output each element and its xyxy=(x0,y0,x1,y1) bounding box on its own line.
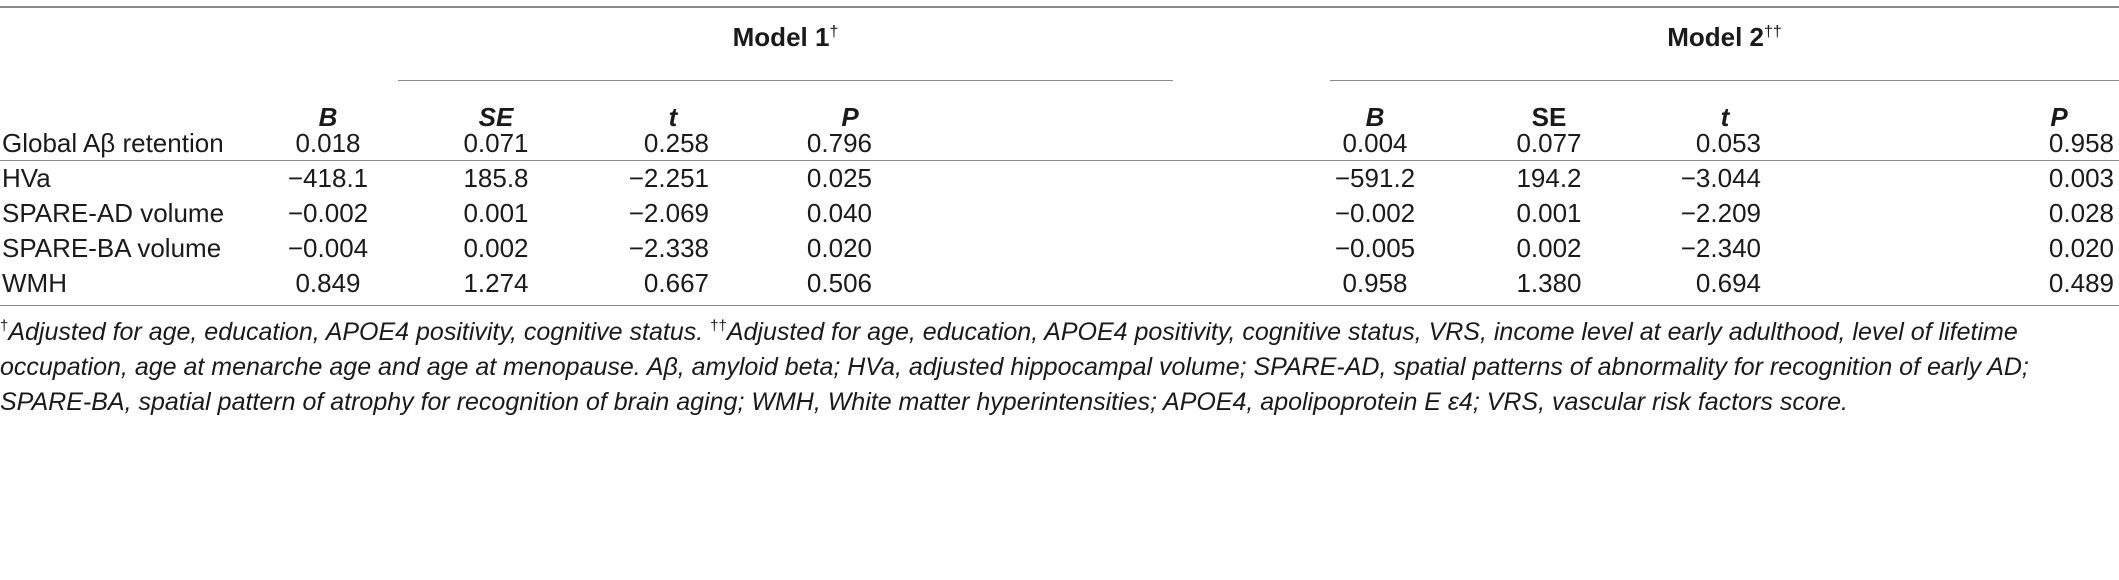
table-top-rule xyxy=(0,6,2119,8)
cell-m1-p: 0.020 xyxy=(806,233,872,263)
cell-m1-b: −418.1 xyxy=(287,163,369,193)
cell-m2-t: −3.044 xyxy=(1680,163,1761,193)
cell-m1-b: −0.002 xyxy=(287,198,369,228)
cell-m1-se: 1.274 xyxy=(463,268,529,298)
cell-m1-p: 0.796 xyxy=(806,128,872,158)
header-bottom-rule xyxy=(0,160,2119,161)
col-header-m1-se: SE xyxy=(478,102,514,132)
cell-m2-p: 0.489 xyxy=(2048,268,2114,298)
cell-m1-t: −2.251 xyxy=(628,163,709,193)
footnote-mark-1: † xyxy=(0,317,9,335)
row-label: HVa xyxy=(2,163,51,193)
cell-m1-p: 0.506 xyxy=(806,268,872,298)
cell-m2-t: −2.340 xyxy=(1680,233,1761,263)
table-footnote: †Adjusted for age, education, APOE4 posi… xyxy=(0,315,2119,420)
model-1-header: Model 1† xyxy=(398,22,1173,53)
cell-m1-t: −2.338 xyxy=(628,233,709,263)
cell-m1-b: −0.004 xyxy=(287,233,369,263)
cell-m2-p: 0.958 xyxy=(2048,128,2114,158)
cell-m1-t: −2.069 xyxy=(628,198,709,228)
row-label: SPARE-AD volume xyxy=(2,198,225,228)
model-2-title: Model 2 xyxy=(1667,22,1764,52)
cell-m1-se: 185.8 xyxy=(463,163,529,193)
col-header-m2-p: P xyxy=(2050,102,2068,132)
cell-m1-p: 0.040 xyxy=(806,198,872,228)
cell-m2-se: 0.002 xyxy=(1516,233,1582,263)
cell-m2-se: 1.380 xyxy=(1516,268,1582,298)
model-1-title: Model 1 xyxy=(732,22,830,52)
cell-m2-p: 0.003 xyxy=(2048,163,2114,193)
cell-m2-p: 0.020 xyxy=(2048,233,2114,263)
col-header-m2-t: t xyxy=(1720,102,1730,132)
cell-m1-b: 0.849 xyxy=(295,268,361,298)
model-2-underline xyxy=(1330,80,2119,81)
col-header-m1-t: t xyxy=(668,102,678,132)
footnote-text-2: Adjusted for age, education, APOE4 posit… xyxy=(0,318,2029,416)
row-label: Global Aβ retention xyxy=(2,128,224,158)
table-bottom-rule xyxy=(0,305,2119,306)
cell-m1-se: 0.001 xyxy=(463,198,529,228)
model-2-header: Model 2†† xyxy=(1330,22,2119,53)
cell-m2-b: −0.002 xyxy=(1334,198,1416,228)
cell-m1-t: 0.258 xyxy=(643,128,709,158)
col-header-m1-p: P xyxy=(841,102,859,132)
cell-m1-p: 0.025 xyxy=(806,163,872,193)
cell-m1-b: 0.018 xyxy=(295,128,361,158)
cell-m2-t: 0.694 xyxy=(1695,268,1761,298)
footnote-text-1: Adjusted for age, education, APOE4 posit… xyxy=(8,318,711,346)
model-1-mark: † xyxy=(829,23,839,41)
cell-m2-b: −0.005 xyxy=(1334,233,1416,263)
model-1-underline xyxy=(398,80,1173,81)
row-label: WMH xyxy=(2,268,67,298)
cell-m2-b: −591.2 xyxy=(1334,163,1416,193)
cell-m2-b: 0.958 xyxy=(1342,268,1408,298)
cell-m2-t: −2.209 xyxy=(1680,198,1761,228)
cell-m2-p: 0.028 xyxy=(2048,198,2114,228)
cell-m2-se: 0.001 xyxy=(1516,198,1582,228)
cell-m2-se: 194.2 xyxy=(1516,163,1582,193)
model-2-mark: †† xyxy=(1764,23,1782,41)
cell-m1-t: 0.667 xyxy=(643,268,709,298)
cell-m1-se: 0.002 xyxy=(463,233,529,263)
cell-m1-se: 0.071 xyxy=(463,128,529,158)
col-header-m2-se: SE xyxy=(1531,102,1567,132)
cell-m2-se: 0.077 xyxy=(1516,128,1582,158)
footnote-mark-2: †† xyxy=(710,317,727,335)
cell-m2-b: 0.004 xyxy=(1342,128,1408,158)
cell-m2-t: 0.053 xyxy=(1695,128,1761,158)
col-header-m1-b: B xyxy=(318,102,338,132)
row-label: SPARE-BA volume xyxy=(2,233,222,263)
col-header-m2-b: B xyxy=(1365,102,1385,132)
